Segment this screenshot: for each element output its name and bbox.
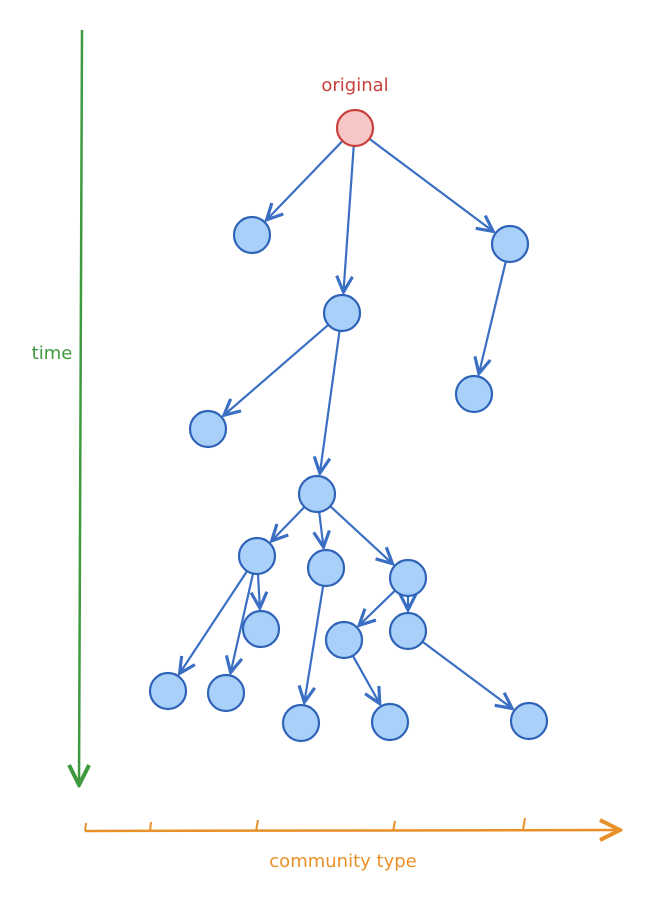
community-type-label: community type	[269, 851, 416, 872]
edge	[319, 509, 324, 547]
edge	[224, 322, 331, 415]
node	[306, 548, 346, 588]
time-axis	[79, 29, 82, 785]
edge	[350, 653, 380, 704]
edge	[367, 136, 493, 232]
node	[490, 224, 530, 264]
original-label: original	[321, 75, 388, 96]
edge	[231, 571, 255, 673]
community-axis	[84, 830, 620, 831]
edge	[359, 588, 398, 625]
node	[206, 673, 246, 713]
node	[148, 671, 188, 711]
edges	[180, 136, 513, 709]
edge	[420, 639, 512, 709]
node	[322, 293, 362, 333]
node	[297, 474, 337, 514]
node	[324, 620, 364, 660]
edge	[180, 568, 250, 673]
edge	[304, 583, 325, 702]
nodes	[148, 108, 549, 743]
node	[232, 215, 272, 255]
node	[370, 702, 410, 742]
edge	[258, 571, 260, 608]
node	[388, 558, 428, 598]
edge	[320, 328, 341, 473]
node	[454, 374, 494, 414]
node	[281, 703, 321, 743]
node	[241, 609, 281, 649]
axis-ticks	[84, 817, 526, 832]
edge	[343, 143, 355, 292]
edge	[267, 138, 345, 220]
root-node	[335, 108, 375, 148]
node	[237, 536, 277, 576]
edge	[479, 259, 508, 374]
node	[388, 611, 428, 651]
node	[188, 409, 228, 449]
edge	[272, 504, 307, 540]
edge	[328, 504, 393, 564]
node	[509, 701, 549, 741]
time-label: time	[32, 343, 73, 364]
